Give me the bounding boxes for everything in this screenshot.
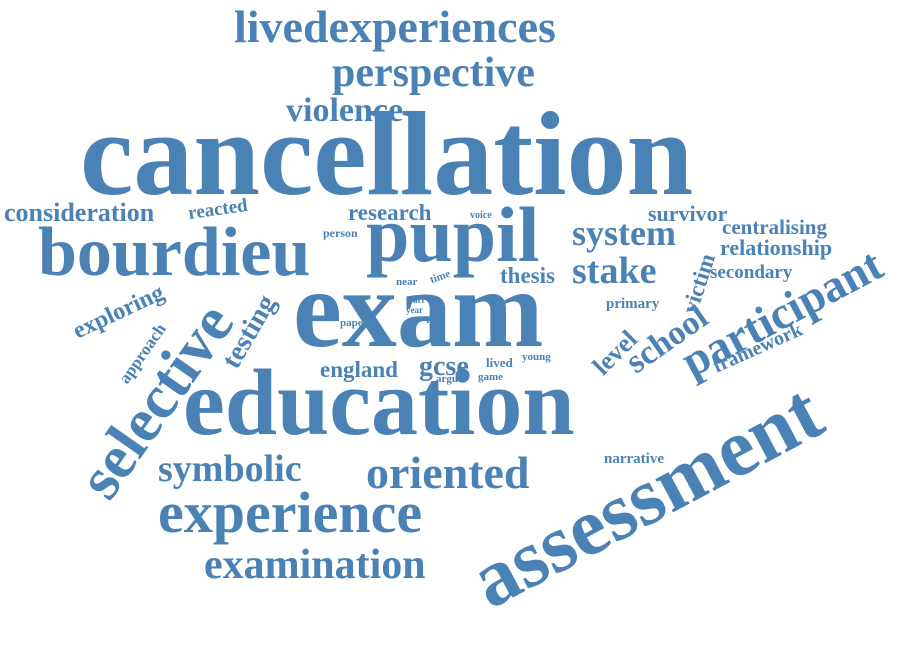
word-mis: mis — [426, 312, 444, 326]
word-system: system — [572, 213, 676, 253]
word-person: person — [323, 226, 358, 240]
word-consideration: consideration — [4, 198, 155, 227]
word-centralising: centralising — [722, 215, 827, 239]
word-england: england — [320, 357, 398, 382]
word-narrative: narrative — [604, 451, 664, 467]
word-primary: primary — [606, 296, 660, 312]
word-bourdieu: bourdieu — [38, 214, 311, 291]
word-symbolic: symbolic — [158, 448, 302, 490]
word-education: education — [183, 351, 575, 455]
word-experience: experience — [158, 480, 423, 545]
word-young: young — [522, 351, 551, 363]
word-near: near — [396, 276, 418, 288]
word-exam: exam — [293, 248, 544, 370]
word-oriented: oriented — [366, 447, 530, 498]
word-gcse: gcse — [419, 351, 469, 382]
word-thesis: thesis — [500, 263, 555, 288]
word-paper: paper — [340, 317, 368, 329]
word-cancellation: cancellation — [80, 87, 694, 220]
word-research: research — [348, 200, 432, 225]
word-voice: voice — [470, 210, 492, 221]
word-game: game — [478, 371, 504, 383]
word-perspective: perspective — [332, 50, 535, 96]
word-stake: stake — [572, 250, 657, 292]
word-relationship: relationship — [720, 235, 833, 260]
word-violence: violence — [286, 92, 404, 129]
word-pupil: pupil — [366, 191, 540, 278]
word-year: year — [406, 305, 423, 315]
word-victim: victim — [677, 250, 721, 317]
word-survivor: survivor — [648, 201, 728, 226]
word-secondary: secondary — [710, 262, 793, 283]
word-examination: examination — [204, 542, 426, 588]
word-argue: argue — [436, 373, 463, 385]
word-part: part — [408, 295, 425, 305]
word-livedexperiences: livedexperiences — [234, 1, 556, 52]
word-lived: lived — [486, 355, 513, 370]
